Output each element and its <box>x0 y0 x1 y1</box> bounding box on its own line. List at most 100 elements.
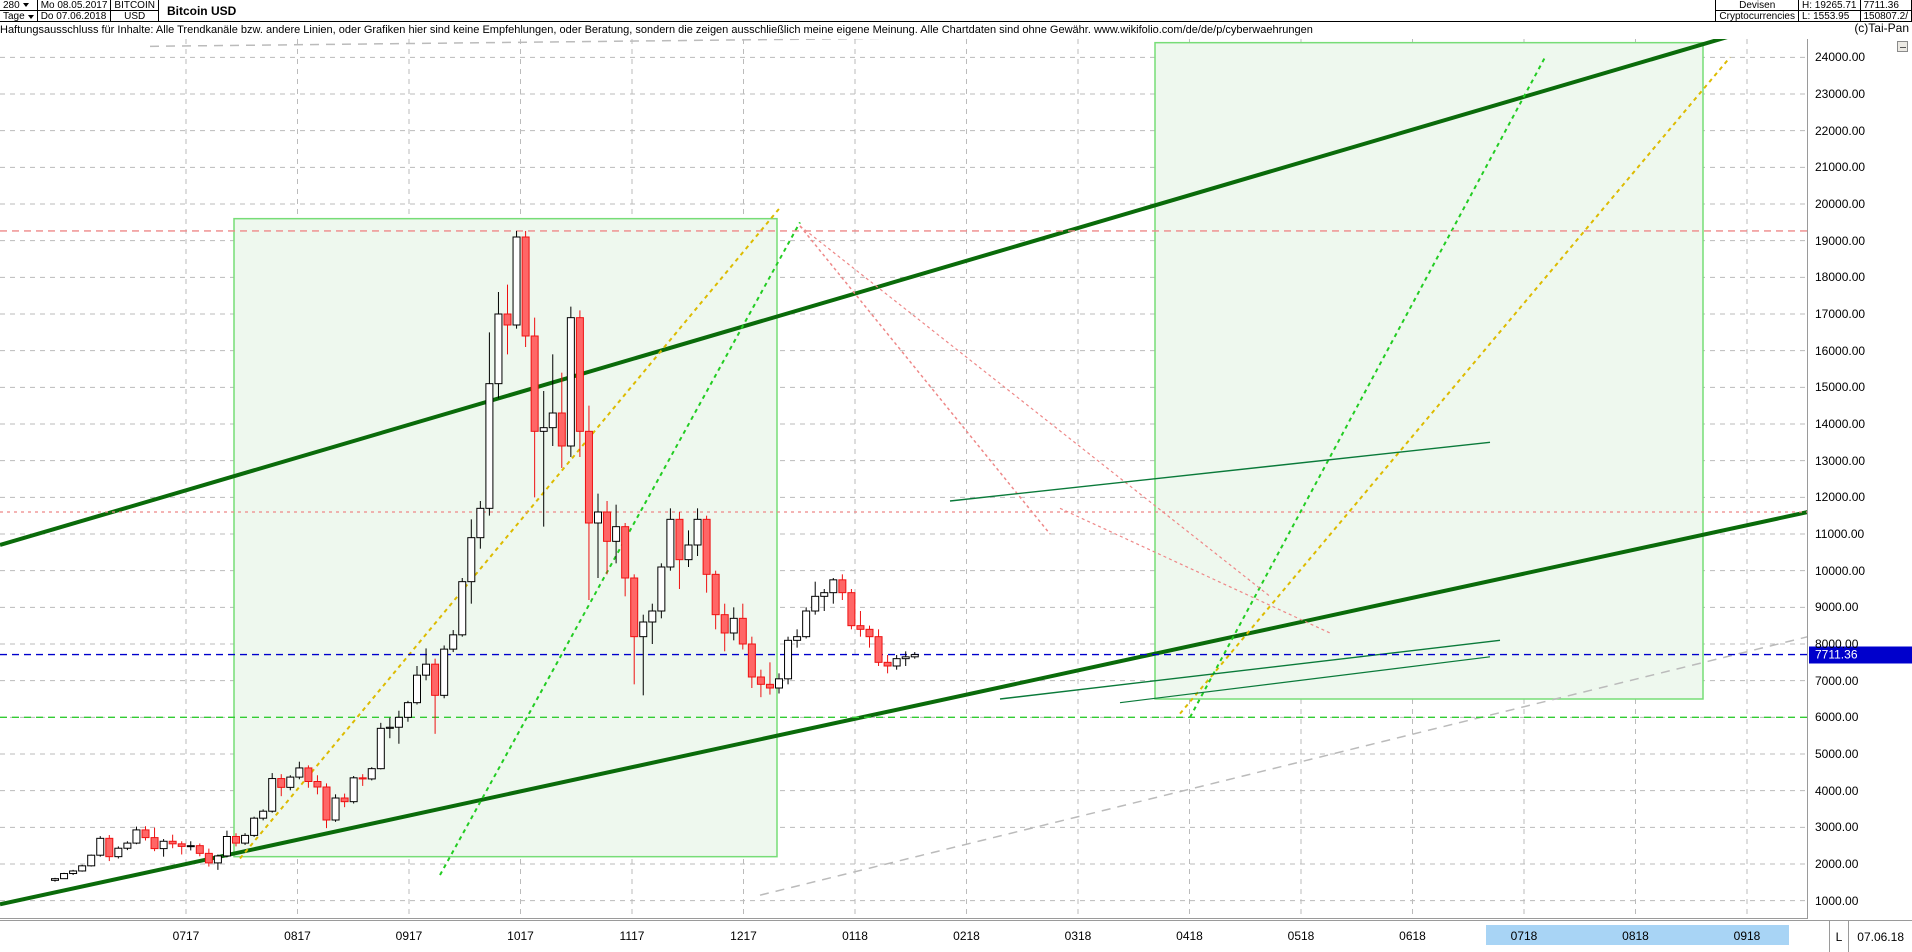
candlestick <box>494 292 503 399</box>
candlestick <box>856 611 865 637</box>
price-axis[interactable]: (c)Tai-Pan 7711.36 24000.00 23000.00 22000… <box>1809 21 1912 919</box>
period-selector[interactable]: 280 Tage <box>0 0 38 22</box>
date-range[interactable]: Mo 08.05.2017 Do 07.06.2018 <box>37 0 112 22</box>
candlestick <box>304 765 313 788</box>
time-axis-end-date: 07.06.18 <box>1857 929 1904 944</box>
candlestick <box>811 581 820 615</box>
price-tick-label: 19000.00 <box>1815 233 1866 248</box>
time-tick-label: 0218 <box>953 929 980 943</box>
price-tick-label: 5000.00 <box>1815 747 1859 761</box>
support-line-lower <box>999 639 1501 700</box>
price-tick-label: 15000.00 <box>1815 380 1866 395</box>
candlestick <box>820 589 829 611</box>
minimize-button[interactable] <box>1897 41 1908 52</box>
price-tick-label: 8000.00 <box>1815 637 1859 651</box>
candlestick <box>114 846 123 859</box>
chevron-down-icon[interactable] <box>27 14 34 19</box>
candlestick <box>575 310 584 457</box>
price-tick-label: 24000.00 <box>1815 50 1866 65</box>
chevron-down-icon[interactable] <box>22 3 29 7</box>
channel-box-right <box>1154 41 1704 700</box>
time-tick-label: 0518 <box>1287 929 1315 943</box>
price-tick-label: 12000.00 <box>1815 490 1866 505</box>
candlestick <box>793 629 802 648</box>
future-period-band <box>1486 925 1789 945</box>
symbol-currency: USD <box>124 11 146 22</box>
symbol-block[interactable]: BITCOIN USD <box>111 0 159 22</box>
candlestick <box>648 603 657 644</box>
candlestick <box>802 607 811 639</box>
support-line-inner <box>1119 656 1491 704</box>
candlestick <box>222 830 231 858</box>
toolbar-spacer <box>236 0 1717 21</box>
date-to: Do 07.06.2018 <box>40 11 107 22</box>
price-tick-label: 20000.00 <box>1815 197 1866 211</box>
candlestick <box>358 774 367 786</box>
candlestick <box>711 570 720 630</box>
time-tick-label: 0618 <box>1399 929 1426 943</box>
candlestick <box>847 589 856 630</box>
candlestick <box>232 833 240 847</box>
candlestick <box>403 700 412 722</box>
candlestick <box>693 508 702 556</box>
price-tick-label: 1000.00 <box>1815 893 1859 908</box>
candlestick <box>865 625 874 648</box>
category-group: Devisen <box>1716 0 1798 11</box>
candlestick <box>394 710 403 744</box>
support-line-upper <box>949 441 1491 502</box>
candlestick <box>910 652 919 659</box>
period-value-row[interactable]: 280 <box>0 0 37 11</box>
downtrend-line-2 <box>799 225 1271 597</box>
candlestick <box>349 776 358 804</box>
candlestick <box>123 841 132 851</box>
copyright-label: (c)Tai-Pan <box>1854 21 1909 35</box>
candlestick <box>521 230 530 347</box>
candlestick <box>892 655 901 670</box>
time-tick-label: 0318 <box>1064 929 1092 943</box>
high-value: H: 19265.71 <box>1799 0 1860 11</box>
candlestick <box>259 809 268 821</box>
price-tick-label: 6000.00 <box>1815 710 1859 725</box>
candlestick <box>268 773 277 813</box>
candlestick <box>584 405 593 600</box>
candlestick <box>141 826 150 841</box>
candlestick <box>756 669 765 698</box>
time-axis[interactable]: L 07.06.18 0717 0817 0917 1017 1117 1217 0118 0… <box>0 920 1912 952</box>
candlestick <box>630 574 639 685</box>
time-tick-label: 0917 <box>395 929 423 943</box>
price-tick-label: 23000.00 <box>1815 87 1866 101</box>
price-tick-label: 11000.00 <box>1815 527 1865 541</box>
chart-plot-area[interactable] <box>0 39 1808 919</box>
candlestick <box>331 794 340 822</box>
candlestick <box>78 864 87 872</box>
candlestick <box>313 775 322 795</box>
candlestick <box>340 793 349 808</box>
time-tick-label: 0418 <box>1176 929 1203 943</box>
candlestick <box>286 775 295 791</box>
time-tick-label: 0918 <box>1733 929 1761 943</box>
price-tick-label: 18000.00 <box>1815 270 1866 285</box>
price-tick-label: 13000.00 <box>1815 453 1866 468</box>
candlestick <box>702 515 711 593</box>
time-tick-label: 0718 <box>1510 929 1538 943</box>
candlestick <box>612 504 621 564</box>
candlestick <box>684 530 693 567</box>
candlestick <box>322 783 331 829</box>
price-tick-label: 2000.00 <box>1815 857 1859 871</box>
candlestick <box>60 872 69 880</box>
candlestick <box>51 877 59 882</box>
time-tick-label: 1217 <box>730 929 757 943</box>
price-tick-label: 21000.00 <box>1815 160 1866 175</box>
candlestick <box>177 841 186 855</box>
candlestick <box>485 332 494 516</box>
candlestick <box>530 317 539 498</box>
channel-upper-line <box>0 39 1728 547</box>
candlestick <box>512 230 521 329</box>
candlestick <box>747 636 756 688</box>
candlestick <box>277 774 286 797</box>
projection-line-grey-lower <box>759 636 1807 896</box>
projection-line-grey-upper <box>149 39 893 48</box>
period-unit-row[interactable]: Tage <box>0 11 37 22</box>
period-unit: Tage <box>3 11 25 22</box>
candlestick <box>765 662 774 695</box>
